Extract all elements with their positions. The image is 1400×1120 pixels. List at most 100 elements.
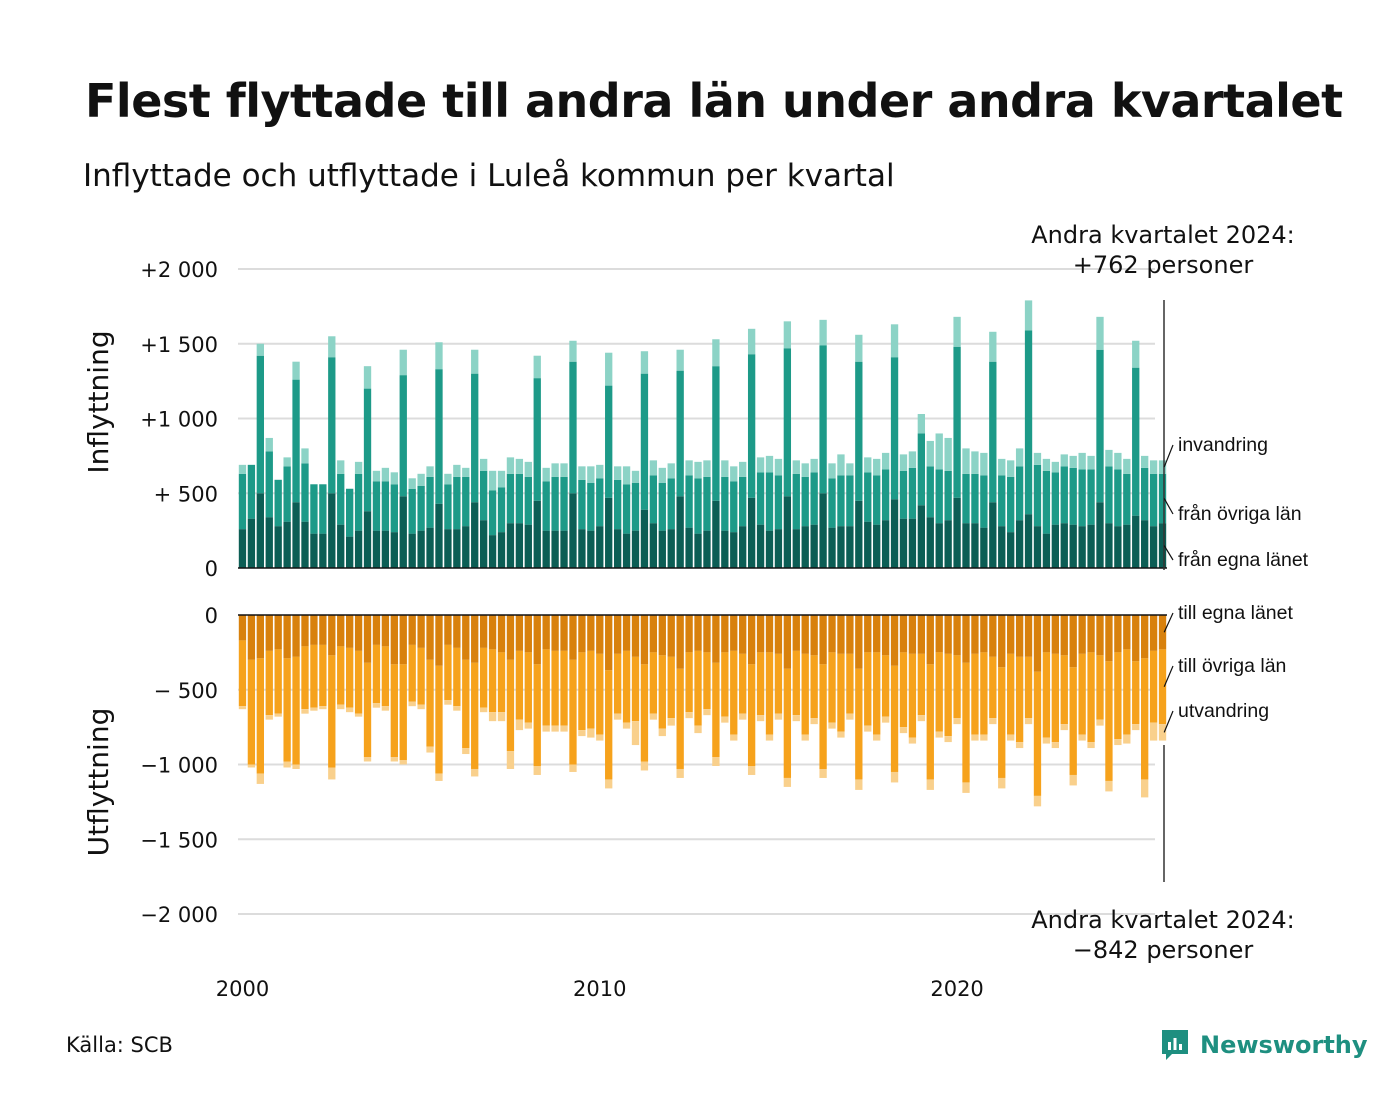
bar-outflow-segment <box>444 644 452 701</box>
bar-outflow-segment <box>1078 653 1086 735</box>
bar-outflow-segment <box>613 615 622 654</box>
bar-inflow-segment <box>524 524 532 568</box>
bar-outflow-segment <box>846 713 854 720</box>
y-tick-label: +2 000 <box>140 258 218 282</box>
bar-outflow-segment <box>247 659 256 765</box>
bar-inflow-segment <box>1149 473 1158 527</box>
bar-outflow-segment <box>828 652 836 723</box>
bar-inflow-segment <box>1105 449 1113 467</box>
bar-inflow-segment <box>640 509 649 568</box>
bar-outflow-segment <box>739 653 747 714</box>
y-axis-title-inflow: Inflyttning <box>82 330 115 473</box>
bar-outflow-segment <box>1033 795 1042 807</box>
bar-outflow-segment <box>1033 671 1042 796</box>
bar-outflow-segment <box>372 615 381 645</box>
bar-inflow-segment <box>238 464 247 474</box>
bar-inflow-segment <box>1158 523 1167 568</box>
bar-outflow-segment <box>605 779 613 789</box>
bar-inflow-segment <box>998 526 1006 568</box>
bars <box>238 300 1167 807</box>
bar-inflow-segment <box>453 464 461 477</box>
label-leader <box>1163 612 1174 633</box>
bar-inflow-segment <box>819 345 827 494</box>
bar-outflow-segment <box>756 652 765 716</box>
bar-inflow-segment <box>453 476 461 530</box>
bar-outflow-segment <box>712 615 720 663</box>
bar-outflow-segment <box>265 715 273 720</box>
bar-outflow-segment <box>1078 734 1086 741</box>
bar-inflow-segment <box>837 475 845 527</box>
bar-inflow-segment <box>319 533 327 568</box>
bar-outflow-segment <box>399 615 407 665</box>
bar-inflow-segment <box>989 502 997 568</box>
bar-outflow-segment <box>971 653 979 735</box>
bar-inflow-segment <box>578 466 586 480</box>
bar-outflow-segment <box>354 713 363 717</box>
bar-inflow-segment <box>310 533 318 568</box>
bar-inflow-segment <box>497 532 506 568</box>
bar-inflow-segment <box>971 473 979 524</box>
brand-logo[interactable]: Newsworthy <box>1160 1028 1368 1062</box>
bar-inflow-segment <box>462 467 470 477</box>
bar-outflow-segment <box>506 659 515 752</box>
bar-inflow-segment <box>971 523 979 568</box>
bar-inflow-segment <box>354 461 363 474</box>
bar-inflow-segment <box>569 340 577 362</box>
bar-inflow-segment <box>739 526 747 568</box>
bar-inflow-segment <box>765 530 774 569</box>
bar-outflow-segment <box>605 615 613 671</box>
bar-inflow-segment <box>810 458 818 473</box>
bar-inflow-segment <box>587 482 595 531</box>
bar-outflow-segment <box>310 644 318 708</box>
bar-outflow-segment <box>899 727 908 734</box>
bar-outflow-segment <box>828 615 836 653</box>
bar-outflow-segment <box>417 615 425 648</box>
gridlines <box>238 268 1155 915</box>
bar-outflow-segment <box>587 615 595 651</box>
bar-inflow-segment <box>926 517 934 568</box>
bar-inflow-segment <box>1078 469 1086 527</box>
bar-outflow-segment <box>1051 615 1059 654</box>
bar-inflow-segment <box>435 342 443 370</box>
bar-outflow-segment <box>1096 615 1104 656</box>
bar-outflow-segment <box>1015 615 1024 657</box>
bar-inflow-segment <box>596 526 604 568</box>
bar-inflow-segment <box>935 469 943 524</box>
bar-outflow-segment <box>819 768 827 778</box>
bar-inflow-segment <box>792 529 800 568</box>
bar-outflow-segment <box>533 766 541 775</box>
bar-outflow-segment <box>855 779 863 790</box>
bar-outflow-segment <box>1149 650 1158 723</box>
y-tick-label: 0 <box>205 604 218 628</box>
x-tick-label: 2000 <box>216 977 269 1001</box>
bar-outflow-segment <box>881 615 890 656</box>
bar-outflow-segment <box>587 728 595 738</box>
bar-inflow-segment <box>801 463 809 477</box>
bar-inflow-segment <box>605 497 613 569</box>
bar-outflow-segment <box>238 706 247 710</box>
bar-outflow-segment <box>560 650 568 726</box>
bar-inflow-segment <box>515 458 524 474</box>
bar-inflow-segment <box>337 473 345 525</box>
bar-inflow-segment <box>989 361 997 503</box>
bar-inflow-segment <box>524 461 532 477</box>
bar-inflow-segment <box>1069 467 1077 525</box>
bar-outflow-segment <box>935 731 943 738</box>
bar-outflow-segment <box>319 644 327 707</box>
bar-inflow-segment <box>542 467 550 482</box>
bar-outflow-segment <box>265 615 273 651</box>
bar-inflow-segment <box>703 530 711 569</box>
bar-inflow-segment <box>980 475 988 528</box>
bar-outflow-segment <box>1132 615 1140 662</box>
bar-outflow-segment <box>926 664 934 780</box>
bar-outflow-segment <box>569 764 577 772</box>
bar-outflow-segment <box>837 615 845 654</box>
bar-outflow-segment <box>792 615 800 651</box>
bar-outflow-segment <box>649 615 658 653</box>
y-tick-label: +1 500 <box>140 333 218 357</box>
bar-outflow-segment <box>622 615 631 651</box>
bar-inflow-segment <box>408 533 416 568</box>
bar-outflow-segment <box>819 615 827 665</box>
bar-outflow-segment <box>292 764 300 769</box>
bar-inflow-segment <box>881 469 890 521</box>
